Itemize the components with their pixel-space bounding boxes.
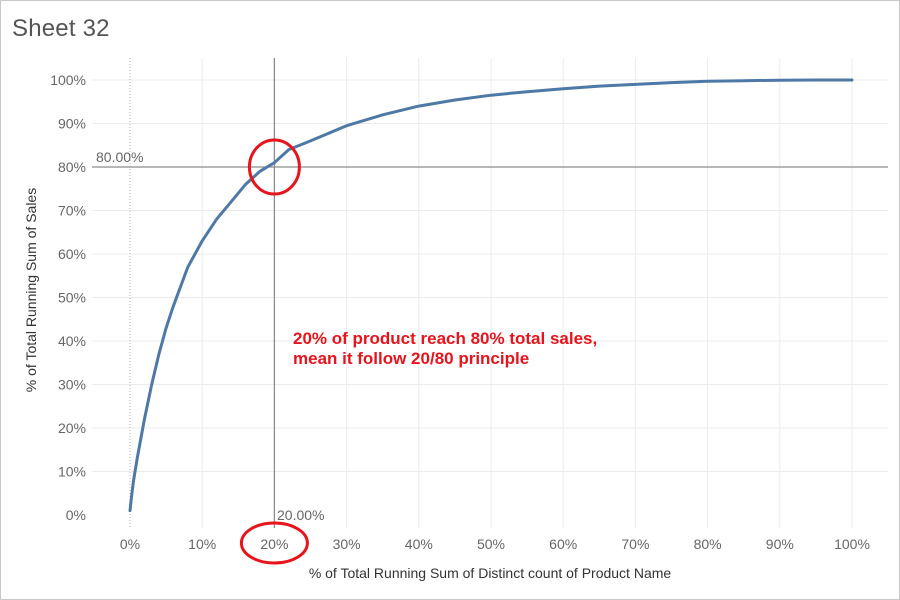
y-tick-label: 90% bbox=[58, 116, 86, 132]
y-axis-title: % of Total Running Sum of Sales bbox=[23, 188, 39, 392]
y-tick-label: 80% bbox=[58, 159, 86, 175]
reference-label-80: 80.00% bbox=[96, 149, 143, 165]
y-tick-label: 20% bbox=[58, 420, 86, 436]
reference-lines bbox=[92, 58, 888, 528]
y-tick-label: 100% bbox=[50, 72, 86, 88]
x-tick-label: 20% bbox=[260, 536, 288, 552]
y-tick-label: 60% bbox=[58, 246, 86, 262]
x-tick-label: 60% bbox=[549, 536, 577, 552]
y-tick-label: 10% bbox=[58, 464, 86, 480]
x-tick-label: 0% bbox=[120, 536, 140, 552]
highlight-circles bbox=[239, 138, 309, 565]
y-tick-label: 70% bbox=[58, 203, 86, 219]
x-tick-label: 100% bbox=[834, 536, 870, 552]
y-tick-label: 30% bbox=[58, 377, 86, 393]
y-tick-label: 50% bbox=[58, 290, 86, 306]
y-tick-labels: 0% 10% 20% 30% 40% 50% 60% 70% 80% 90% 100% bbox=[50, 72, 86, 523]
grid-lines bbox=[92, 58, 888, 528]
y-tick-label: 40% bbox=[58, 333, 86, 349]
x-tick-highlight-circle bbox=[239, 521, 309, 565]
x-tick-label: 80% bbox=[694, 536, 722, 552]
x-axis-title: % of Total Running Sum of Distinct count… bbox=[309, 565, 672, 581]
annotation-line-1: 20% of product reach 80% total sales, bbox=[293, 329, 597, 348]
sheet-title: Sheet 32 bbox=[12, 15, 110, 42]
x-tick-label: 30% bbox=[333, 536, 361, 552]
x-tick-label: 70% bbox=[621, 536, 649, 552]
annotation-line-2: mean it follow 20/80 principle bbox=[293, 349, 529, 368]
x-tick-label: 10% bbox=[188, 536, 216, 552]
y-tick-label: 0% bbox=[66, 507, 86, 523]
x-tick-labels: 0% 10% 20% 30% 40% 50% 60% 70% 80% 90% 100% bbox=[120, 536, 870, 552]
intersection-highlight-circle bbox=[247, 138, 301, 196]
x-tick-label: 50% bbox=[477, 536, 505, 552]
reference-label-20: 20.00% bbox=[277, 507, 324, 523]
x-tick-label: 40% bbox=[405, 536, 433, 552]
cumulative-sales-line bbox=[128, 78, 854, 513]
series-layer bbox=[128, 78, 854, 513]
x-tick-label: 90% bbox=[766, 536, 794, 552]
